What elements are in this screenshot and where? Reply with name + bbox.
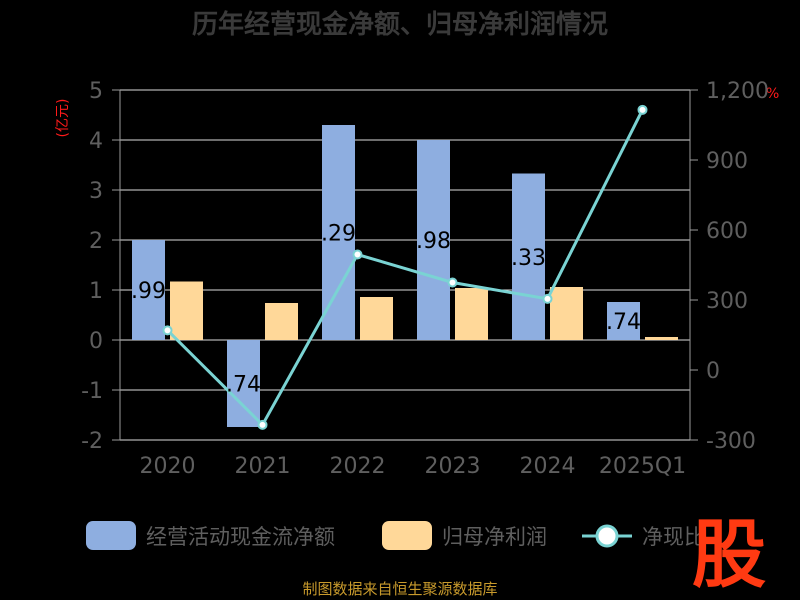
ratio-point xyxy=(257,419,268,430)
x-tick-labels: 2020 2021 2022 2023 2024 2025Q1 xyxy=(140,454,687,479)
y-left-tick-label: 1 xyxy=(89,279,103,304)
ratio-point xyxy=(542,293,553,304)
ratio-point xyxy=(637,104,648,115)
data-label-cashflow: .99 xyxy=(131,279,166,304)
y-left-tick-labels: -2 -1 0 1 2 3 4 5 xyxy=(81,79,103,454)
legend-item-ratio[interactable]: 净现比 xyxy=(582,524,705,549)
bars-layer xyxy=(132,125,678,427)
data-labels-layer: .99 .74 .29 .98 .33 .74 xyxy=(131,222,641,398)
ratio-line xyxy=(166,109,644,428)
y-left-tick-label: 5 xyxy=(89,79,103,104)
x-tick-label: 2024 xyxy=(520,454,576,479)
x-tick-label: 2022 xyxy=(330,454,386,479)
x-tick-label: 2020 xyxy=(140,454,196,479)
y-left-tick-label: -2 xyxy=(81,429,103,454)
chart-title: 历年经营现金净额、归母净利润情况 xyxy=(192,9,608,40)
y-right-tick-labels: -300 0 300 600 900 1,200 xyxy=(706,79,769,454)
y-right-tick-label: 1,200 xyxy=(706,79,769,104)
data-label-cashflow: .98 xyxy=(416,229,451,254)
brand-logo-text: 股 xyxy=(692,512,766,598)
y-right-tick-label: 300 xyxy=(706,289,748,314)
ratio-point xyxy=(352,249,363,260)
y-left-tick-label: 2 xyxy=(89,229,103,254)
grid-layer xyxy=(112,89,698,441)
legend-label-ratio: 净现比 xyxy=(642,525,705,549)
y-right-tick-label: 900 xyxy=(706,149,748,174)
legend-swatch-net-profit xyxy=(382,521,432,550)
legend-swatch-ratio-marker xyxy=(595,524,619,548)
legend-label-net-profit: 归母净利润 xyxy=(442,525,547,549)
ratio-point xyxy=(162,325,173,336)
y-right-tick-label: -300 xyxy=(706,429,756,454)
bar-cashflow xyxy=(417,140,450,340)
x-tick-label: 2025Q1 xyxy=(599,454,686,479)
data-label-cashflow: .33 xyxy=(511,246,546,271)
bar-net-profit xyxy=(455,288,488,340)
bar-cashflow xyxy=(322,125,355,340)
legend-label-cashflow: 经营活动现金流净额 xyxy=(146,525,335,549)
y-left-tick-label: 0 xyxy=(89,329,103,354)
y-left-unit-label: (亿元) xyxy=(55,99,71,138)
bar-net-profit xyxy=(360,297,393,340)
legend: 经营活动现金流净额 归母净利润 净现比 xyxy=(86,521,705,550)
legend-item-cashflow[interactable]: 经营活动现金流净额 xyxy=(86,521,335,550)
y-right-unit-label: % xyxy=(766,86,779,102)
bar-net-profit xyxy=(645,337,678,340)
bar-cashflow xyxy=(227,340,260,427)
bar-cashflow xyxy=(607,302,640,340)
ratio-point xyxy=(447,277,458,288)
y-left-tick-label: 3 xyxy=(89,179,103,204)
data-label-cashflow: .74 xyxy=(226,373,261,398)
bar-net-profit xyxy=(265,303,298,340)
x-tick-label: 2021 xyxy=(235,454,291,479)
y-left-tick-label: 4 xyxy=(89,129,103,154)
legend-swatch-cashflow xyxy=(86,521,136,550)
x-tick-label: 2023 xyxy=(425,454,481,479)
bar-cashflow xyxy=(132,240,165,340)
bar-cashflow xyxy=(512,173,545,340)
y-left-tick-label: -1 xyxy=(81,379,103,404)
legend-item-net-profit[interactable]: 归母净利润 xyxy=(382,521,547,550)
data-source-note: 制图数据来自恒生聚源数据库 xyxy=(302,580,497,598)
data-label-cashflow: .74 xyxy=(606,310,641,335)
ratio-line-layer xyxy=(162,104,648,430)
data-label-cashflow: .29 xyxy=(321,222,356,247)
y-right-tick-label: 0 xyxy=(706,359,720,384)
y-right-tick-label: 600 xyxy=(706,219,748,244)
bar-net-profit xyxy=(170,281,203,340)
bar-net-profit xyxy=(550,287,583,340)
